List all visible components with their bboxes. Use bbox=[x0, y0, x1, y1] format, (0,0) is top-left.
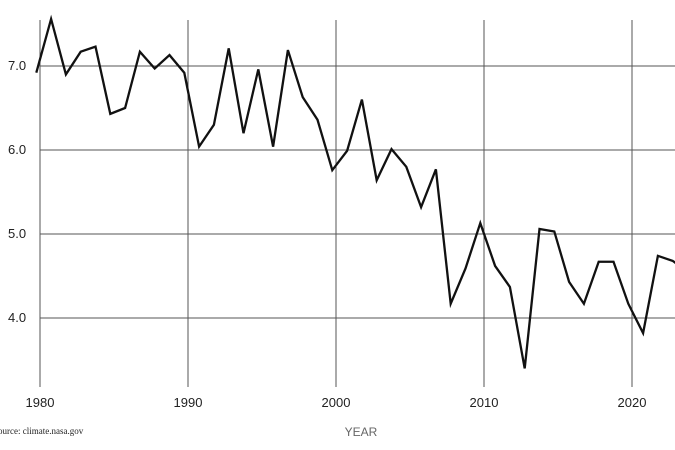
x-axis-label: YEAR bbox=[345, 425, 378, 439]
y-tick-label: 7.0 bbox=[8, 58, 26, 73]
x-tick-label: 1990 bbox=[174, 395, 203, 410]
x-tick-label: 2000 bbox=[322, 395, 351, 410]
x-tick-label: 1980 bbox=[26, 395, 55, 410]
y-tick-label: 5.0 bbox=[8, 226, 26, 241]
y-tick-label: 4.0 bbox=[8, 310, 26, 325]
series-line-layer bbox=[35, 14, 675, 369]
grid bbox=[39, 20, 675, 387]
source-note: ource: climate.nasa.gov bbox=[0, 426, 84, 436]
x-tick-label: 2010 bbox=[470, 395, 499, 410]
y-tick-label: 6.0 bbox=[8, 142, 26, 157]
series-line bbox=[35, 14, 675, 369]
y-axis-ticks: 4.0 5.0 6.0 7.0 bbox=[8, 58, 26, 325]
x-axis-ticks: 1980 1990 2000 2010 2020 bbox=[26, 395, 647, 410]
x-tick-label: 2020 bbox=[618, 395, 647, 410]
